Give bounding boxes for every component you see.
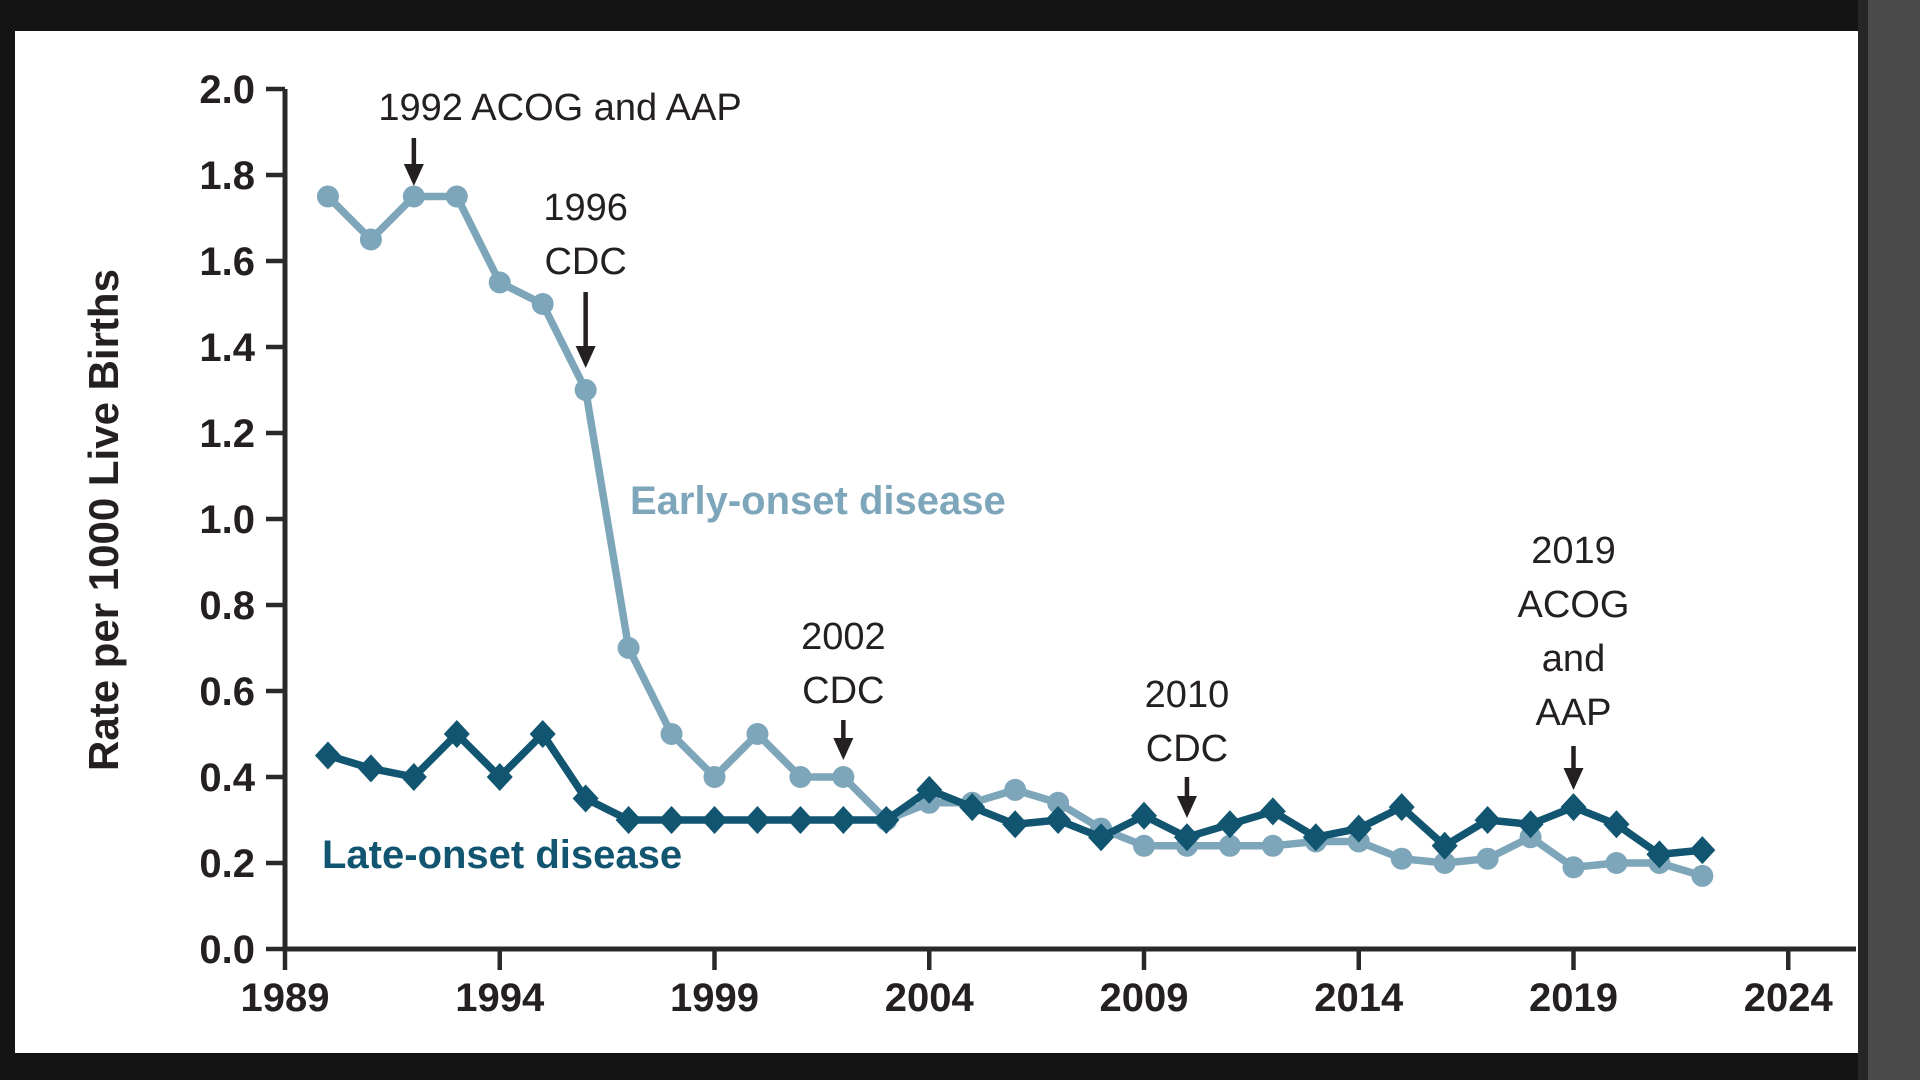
early-onset-label: Early-onset disease: [630, 479, 1006, 523]
annotation-text-acog-aap-2019: and: [1542, 638, 1605, 680]
annotation-arrow-head-cdc-2010: [1176, 796, 1197, 818]
annotation-text-acog-aap-2019: AAP: [1535, 692, 1611, 734]
x-tick-label: 2004: [885, 976, 975, 1020]
y-tick-label: 0.6: [199, 670, 255, 714]
early-onset-point: [746, 723, 769, 745]
early-onset-point: [1047, 791, 1070, 814]
y-tick-label: 0.8: [199, 584, 255, 628]
x-tick-label: 1999: [670, 976, 759, 1020]
annotation-arrow-head-cdc-2002: [833, 738, 854, 760]
late-onset-point: [1431, 831, 1458, 860]
late-onset-point: [400, 763, 427, 791]
early-onset-point: [316, 185, 339, 208]
early-onset-point: [832, 766, 855, 788]
early-onset-point: [1390, 847, 1413, 870]
early-onset-point: [1133, 834, 1155, 857]
early-onset-point: [574, 379, 597, 401]
x-tick-label: 2019: [1529, 976, 1618, 1020]
y-tick-label: 0.2: [199, 842, 255, 886]
late-onset-point: [916, 775, 943, 804]
x-tick-label: 1994: [455, 976, 545, 1020]
late-onset-point: [658, 806, 685, 834]
early-onset-point: [1433, 852, 1456, 874]
late-onset-point: [1259, 797, 1286, 826]
y-tick-label: 0.4: [199, 756, 255, 800]
x-tick-label: 1989: [241, 976, 330, 1020]
early-onset-point: [660, 723, 683, 745]
late-onset-point: [1646, 840, 1673, 869]
annotation-text-acog-aap-2019: 2019: [1531, 530, 1616, 572]
late-onset-point: [572, 784, 599, 813]
early-onset-point: [1261, 834, 1284, 857]
annotation-text-cdc-2010: 2010: [1145, 674, 1230, 716]
y-tick-label: 1.2: [199, 412, 255, 456]
y-tick-label: 1.4: [199, 326, 255, 370]
early-onset-point: [1004, 778, 1027, 801]
y-tick-label: 1.8: [199, 154, 255, 198]
late-onset-point: [701, 806, 728, 834]
y-tick-label: 2.0: [199, 68, 255, 112]
late-onset-point: [357, 754, 384, 783]
late-onset-label: Late-onset disease: [322, 833, 682, 877]
annotation-text-acog-aap-2019: ACOG: [1518, 584, 1630, 626]
early-onset-point: [1691, 864, 1714, 887]
early-onset-point: [359, 228, 382, 251]
annotation-text-cdc-1996: 1996: [543, 187, 628, 229]
y-tick-label: 1.6: [199, 240, 255, 284]
annotation-text-cdc-2002: CDC: [802, 670, 884, 712]
early-onset-point: [445, 185, 468, 208]
early-onset-point: [1605, 852, 1628, 874]
late-onset-point: [1388, 793, 1415, 822]
annotation-text-cdc-2010: CDC: [1146, 728, 1228, 770]
late-onset-point: [1517, 810, 1544, 839]
y-tick-label: 0.0: [199, 928, 255, 972]
window-right-edge: [1858, 0, 1868, 1080]
late-onset-point: [1689, 836, 1716, 865]
late-onset-point: [1002, 810, 1029, 839]
late-onset-point: [314, 741, 341, 770]
early-onset-point: [488, 271, 511, 294]
early-onset-point: [703, 766, 726, 788]
late-onset-point: [529, 720, 556, 748]
annotation-arrow-head-acog-aap-1992: [403, 164, 424, 186]
early-onset-point: [531, 293, 554, 315]
late-onset-point: [1131, 801, 1157, 830]
annotation-text-cdc-2002: 2002: [801, 616, 886, 658]
annotation-text-acog-aap-1992: 1992 ACOG and AAP: [378, 87, 741, 129]
late-onset-point: [787, 806, 814, 834]
early-onset-point: [617, 637, 640, 659]
late-onset-point: [1302, 823, 1329, 852]
early-onset-point: [1218, 834, 1241, 857]
late-onset-point: [1088, 823, 1115, 852]
late-onset-point: [1560, 793, 1587, 822]
y-tick-label: 1.0: [199, 498, 255, 542]
late-onset-point: [959, 793, 986, 822]
late-onset-point: [1045, 806, 1072, 834]
y-axis-title: Rate per 1000 Live Births: [80, 269, 127, 771]
late-onset-point: [1216, 810, 1243, 839]
annotation-text-cdc-1996: CDC: [544, 241, 626, 283]
late-onset-point: [486, 763, 513, 791]
window-right-strip: [1868, 0, 1920, 1080]
annotation-arrow-head-cdc-1996: [575, 346, 596, 368]
late-onset-point: [615, 806, 642, 834]
annotation-arrow-head-acog-aap-2019: [1563, 768, 1584, 790]
x-tick-label: 2014: [1314, 976, 1404, 1020]
early-onset-point: [789, 766, 812, 788]
late-onset-point: [1173, 823, 1200, 852]
late-onset-point: [1603, 810, 1630, 839]
late-onset-point: [744, 806, 771, 834]
early-onset-point: [1562, 856, 1585, 879]
late-onset-point: [1345, 814, 1372, 843]
early-onset-point: [402, 185, 425, 208]
early-onset-point: [1476, 847, 1499, 870]
x-tick-label: 2009: [1100, 976, 1189, 1020]
x-tick-label: 2024: [1744, 976, 1834, 1020]
late-onset-point: [443, 720, 470, 748]
late-onset-point: [830, 806, 857, 834]
late-onset-point: [1474, 806, 1501, 834]
late-onset-point: [873, 806, 900, 834]
